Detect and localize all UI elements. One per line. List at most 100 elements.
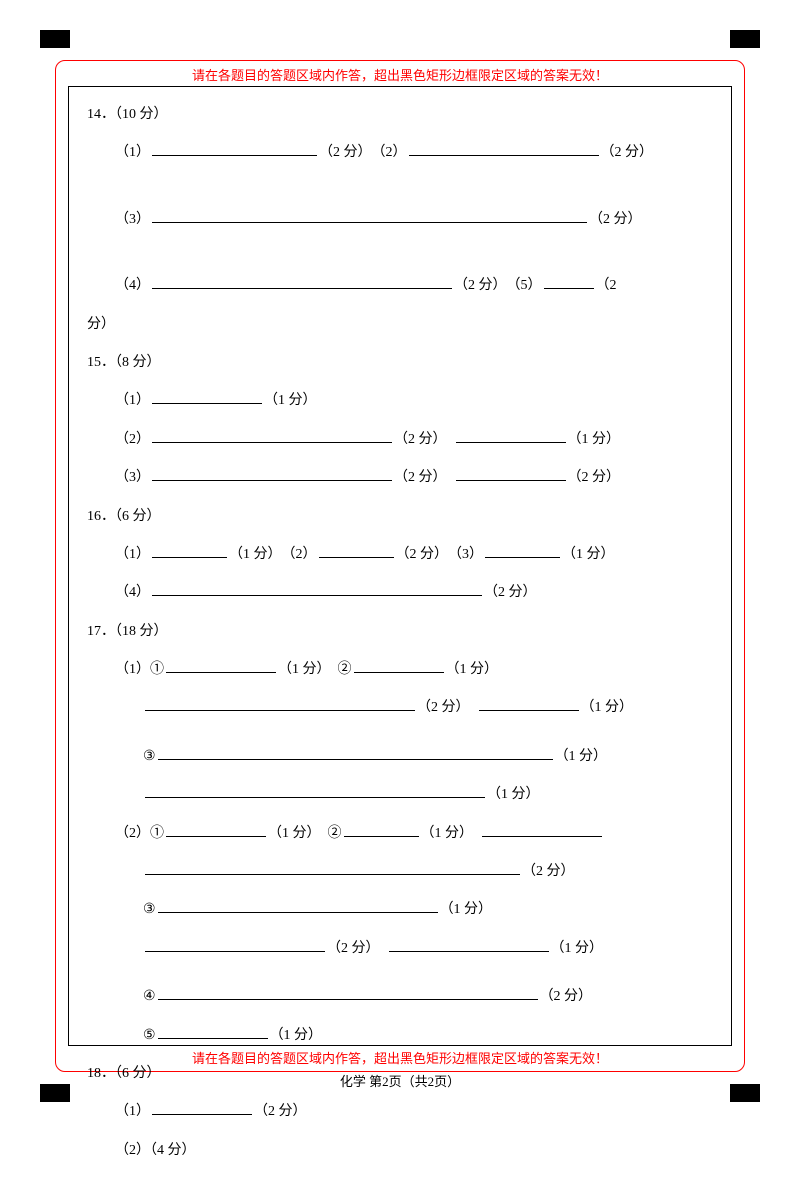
q17-p2c-pts: （2 分）: [522, 864, 575, 879]
q17-p2g: ④ （2 分）: [87, 979, 713, 1015]
blank: [409, 155, 599, 156]
q14-p4: （4）（2 分） （5）（2: [87, 268, 713, 304]
q17-p1b-pts: （1 分）: [446, 662, 499, 677]
q15-p3-pts: （2 分）: [394, 470, 440, 485]
blank: [166, 672, 276, 673]
q15-p2-label: （2）: [115, 432, 150, 447]
q14-p5-pts: （2: [596, 278, 617, 293]
q17-p2h-pts: （1 分）: [270, 1028, 323, 1043]
blank: [456, 480, 566, 481]
q16-p1: （1） （1 分） （2） （2 分） （3） （1 分）: [87, 537, 713, 573]
q16-p3-pts: （1 分）: [562, 547, 615, 562]
q14-p4-pts: （2 分）: [454, 278, 500, 293]
q17-p2c: （2 分）: [87, 854, 713, 890]
blank: [152, 480, 392, 481]
q16-p4-label: （4）: [115, 585, 150, 600]
q17-p1e: ③ （1 分）: [87, 739, 713, 775]
blank: [485, 557, 560, 558]
outer-frame: 请在各题目的答题区域内作答，超出黑色矩形边框限定区域的答案无效！ 请在各题目的答…: [55, 60, 745, 1072]
q16-p3-label: （3）: [455, 547, 483, 562]
q17-p1f: （1 分）: [87, 777, 713, 813]
q15-p2-pts: （2 分）: [394, 432, 440, 447]
blank: [152, 595, 482, 596]
q17-p2-label: （2）①: [115, 826, 164, 841]
q17-p1e-label: ③: [143, 749, 156, 764]
blank: [152, 222, 587, 223]
blank: [158, 759, 553, 760]
blank: [158, 912, 438, 913]
q15-p2b-pts: （1 分）: [568, 432, 621, 447]
q17-p2-pts: （1 分）: [268, 826, 314, 841]
q14-p2-pts: （2 分）: [601, 145, 654, 160]
blank: [152, 442, 392, 443]
warning-top: 请在各题目的答题区域内作答，超出黑色矩形边框限定区域的答案无效！: [56, 65, 744, 84]
q16-p2-label: （2）: [289, 547, 317, 562]
blank: [145, 874, 520, 875]
q18-p1-pts: （2 分）: [254, 1104, 307, 1119]
corner-mark-tl: [40, 30, 70, 48]
q17-p1f-pts: （1 分）: [487, 787, 540, 802]
q17-p2e: （2 分） （1 分）: [87, 931, 713, 967]
blank: [145, 710, 415, 711]
q16-header: 16．（6 分）: [87, 499, 713, 535]
q16-p1-pts: （1 分）: [229, 547, 275, 562]
q14-p3: （3）（2 分）: [87, 202, 713, 238]
q17-p2g-pts: （2 分）: [540, 989, 593, 1004]
q16-p2-pts: （2 分）: [396, 547, 442, 562]
q17-p2f-pts: （1 分）: [551, 941, 604, 956]
q15-p3-label: （3）: [115, 470, 150, 485]
q17-p1c: （2 分） （1 分）: [87, 690, 713, 726]
q14-p2-label: （2）: [379, 145, 407, 160]
blank: [479, 710, 579, 711]
q14-p4-label: （4）: [115, 278, 150, 293]
q15-p1-label: （1）: [115, 393, 150, 408]
q17-p2: （2）① （1 分） ② （1 分）: [87, 816, 713, 852]
q14-header: 14．（10 分）: [87, 97, 713, 133]
q18-p1-label: （1）: [115, 1104, 150, 1119]
q16-p1-label: （1）: [115, 547, 150, 562]
q14-p5-tail: 分）: [87, 307, 713, 343]
q17-p2b-label: ②: [328, 826, 342, 841]
q14-p1-pts: （2 分）: [319, 145, 365, 160]
q15-p1-pts: （1 分）: [264, 393, 317, 408]
blank: [158, 1038, 268, 1039]
blank: [166, 836, 266, 837]
q17-p2d: ③ （1 分）: [87, 892, 713, 928]
blank: [152, 155, 317, 156]
q17-p1b-label: ②: [338, 662, 352, 677]
q16-p4: （4） （2 分）: [87, 575, 713, 611]
q17-p2b-pts: （1 分）: [421, 826, 467, 841]
q17-p1: （1）① （1 分） ② （1 分）: [87, 652, 713, 688]
blank: [152, 403, 262, 404]
q17-p2e-pts: （2 分）: [327, 941, 373, 956]
q15-p3: （3） （2 分） （2 分）: [87, 460, 713, 496]
blank: [482, 836, 602, 837]
q17-p1e-pts: （1 分）: [555, 749, 608, 764]
blank: [152, 557, 227, 558]
blank: [152, 1114, 252, 1115]
q17-p1c-pts: （2 分）: [417, 700, 463, 715]
q17-p2h: ⑤ （1 分）: [87, 1018, 713, 1054]
content-area: 14．（10 分） （1）（2 分） （2）（2 分） （3）（2 分） （4）…: [69, 87, 731, 1181]
q17-p1-pts: （1 分）: [278, 662, 324, 677]
blank: [344, 836, 419, 837]
q17-header: 17．（18 分）: [87, 614, 713, 650]
corner-mark-tr: [730, 30, 760, 48]
q18-p2: （2）（4 分）: [87, 1133, 713, 1169]
blank: [158, 999, 538, 1000]
q17-p2d-pts: （1 分）: [440, 902, 493, 917]
blank: [145, 797, 485, 798]
q16-p4-pts: （2 分）: [484, 585, 537, 600]
blank: [389, 951, 549, 952]
blank: [456, 442, 566, 443]
q17-p2h-label: ⑤: [143, 1028, 156, 1043]
blank: [145, 951, 325, 952]
q15-p1: （1） （1 分）: [87, 383, 713, 419]
q14-p1-label: （1）: [115, 145, 150, 160]
q17-p2g-label: ④: [143, 989, 156, 1004]
q17-p2d-label: ③: [143, 902, 156, 917]
q15-p3b-pts: （2 分）: [568, 470, 621, 485]
q14-p3-pts: （2 分）: [589, 212, 642, 227]
blank: [544, 288, 594, 289]
q17-p1-label: （1）①: [115, 662, 164, 677]
